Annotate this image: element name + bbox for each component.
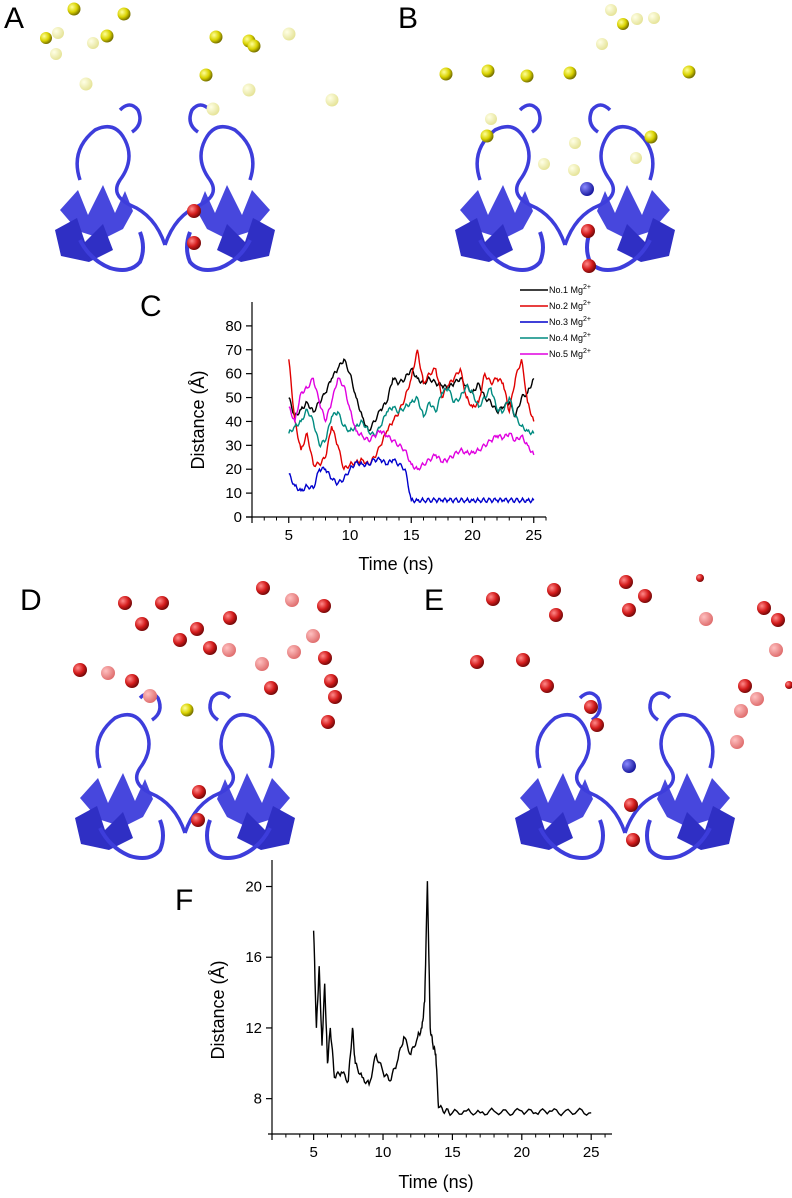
- x-tick-label: 15: [444, 1144, 461, 1161]
- panel-label-f: F: [175, 884, 194, 917]
- y-tick-label: 8: [254, 1091, 262, 1108]
- y-tick-label: 70: [225, 342, 242, 359]
- chart-c-y-title: Distance (Å): [188, 370, 208, 469]
- y-tick-label: 20: [245, 879, 262, 896]
- y-tick-label: 60: [225, 366, 242, 383]
- y-tick-label: 30: [225, 437, 242, 454]
- x-tick-label: 20: [513, 1144, 530, 1161]
- y-tick-label: 50: [225, 390, 242, 407]
- legend-label-2: No.2 Mg2+: [549, 300, 591, 311]
- series-line-4: [288, 383, 535, 449]
- series-line-2: [288, 349, 535, 471]
- y-tick-label: 16: [245, 949, 262, 966]
- series-line-1: [288, 358, 535, 433]
- legend-label-1: No.1 Mg2+: [549, 284, 591, 295]
- y-tick-label: 40: [225, 413, 242, 430]
- x-tick-label: 25: [583, 1144, 600, 1161]
- snapshot-b: [439, 4, 696, 273]
- chart-c-x-title: Time (ns): [358, 554, 433, 574]
- panel-label-d: D: [20, 584, 42, 617]
- y-tick-label: 10: [225, 485, 242, 502]
- legend-label-4: No.4 Mg2+: [549, 332, 591, 343]
- series-line-1: [312, 881, 592, 1117]
- x-tick-label: 25: [525, 527, 542, 544]
- panel-label-a: A: [4, 2, 25, 35]
- series-line-3: [288, 456, 535, 504]
- snapshot-e: [470, 574, 792, 860]
- snapshot-d: [73, 581, 342, 860]
- y-tick-label: 0: [234, 509, 242, 526]
- series-line-5: [288, 377, 535, 471]
- legend-label-3: No.3 Mg2+: [549, 316, 591, 327]
- chart-f-x-title: Time (ns): [398, 1172, 473, 1192]
- x-tick-label: 20: [464, 527, 481, 544]
- snapshot-a: [40, 2, 339, 272]
- chart-c-axes: [246, 302, 546, 523]
- x-tick-label: 10: [375, 1144, 392, 1161]
- y-tick-label: 12: [245, 1020, 262, 1037]
- panel-label-e: E: [424, 584, 445, 617]
- chart-f-axes: [268, 860, 612, 1140]
- y-tick-label: 80: [225, 318, 242, 335]
- panel-label-b: B: [398, 2, 419, 35]
- x-tick-label: 15: [403, 527, 420, 544]
- chart-f-y-title: Distance (Å): [208, 960, 228, 1059]
- y-tick-label: 20: [225, 461, 242, 478]
- panel-label-c: C: [140, 290, 162, 323]
- x-tick-label: 10: [342, 527, 359, 544]
- x-tick-label: 5: [285, 527, 293, 544]
- x-tick-label: 5: [309, 1144, 317, 1161]
- legend-label-5: No.5 Mg2+: [549, 348, 591, 359]
